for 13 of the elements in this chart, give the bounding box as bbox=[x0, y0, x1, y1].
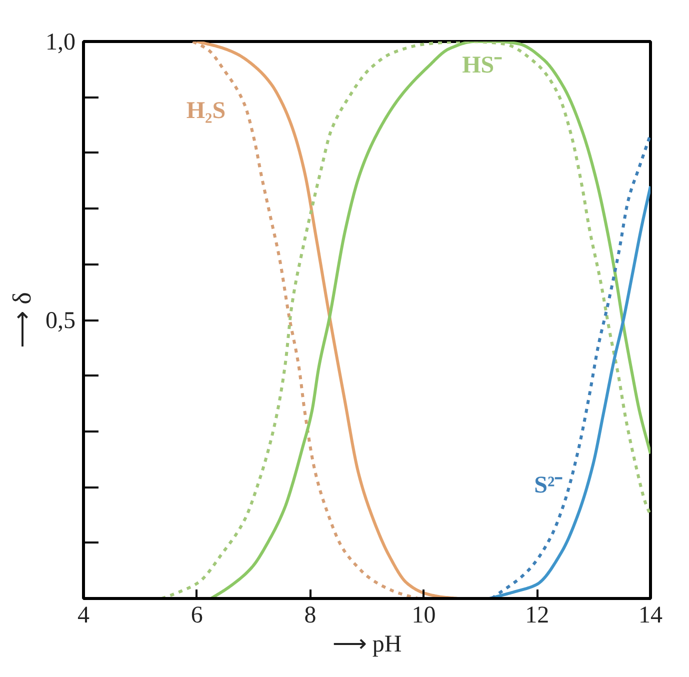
series-label: S²⁻ bbox=[534, 472, 563, 498]
x-tick-label: 6 bbox=[190, 602, 203, 628]
series-label: H₂S bbox=[186, 98, 226, 124]
x-axis-title: ⟶ pH bbox=[332, 632, 402, 658]
series-label: HS⁻ bbox=[462, 52, 502, 78]
x-tick-label: 12 bbox=[525, 602, 550, 628]
y-tick-label: 1,0 bbox=[46, 30, 76, 56]
x-tick-label: 10 bbox=[412, 602, 436, 628]
x-tick-label: 14 bbox=[638, 602, 662, 628]
y-tick-label: 0,5 bbox=[46, 308, 76, 334]
y-axis-title: ⟶ δ bbox=[8, 292, 36, 348]
x-tick-label: 8 bbox=[304, 602, 316, 628]
x-tick-label: 4 bbox=[78, 602, 90, 628]
